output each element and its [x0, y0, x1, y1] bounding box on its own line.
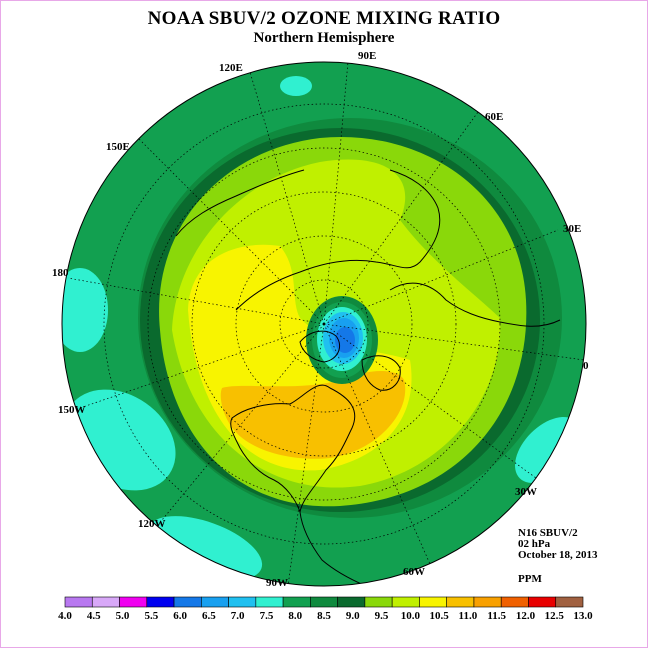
coast-asia [235, 169, 441, 311]
colorbar-tick-label: 10.5 [429, 610, 449, 622]
colorbar-tick-label: 9.5 [374, 610, 389, 622]
parallel-40 [103, 103, 545, 545]
colorbar-swatch [473, 596, 502, 608]
graticule-meridians [67, 62, 585, 586]
patch-7.5-west [62, 268, 108, 352]
colorbar-tick-label: 10.0 [400, 610, 420, 622]
colorbar-tick-label: 4.0 [58, 610, 72, 622]
lon-label-0: 0 [583, 360, 589, 372]
colorbar-tick-label: 7.0 [230, 610, 245, 622]
colorbar-tick-label: 6.0 [173, 610, 187, 622]
colorbar [64, 596, 584, 608]
colorbar-swatch [173, 596, 202, 608]
colorbar-swatch [391, 596, 420, 608]
lon-label-60e: 60E [485, 111, 504, 123]
colorbar-tick-label: 11.5 [487, 610, 506, 622]
instrument-label: N16 SBUV/2 [518, 527, 578, 539]
meridian-180 [67, 277, 325, 325]
lon-label-150e: 150E [106, 141, 130, 153]
patch-7.5-north [280, 76, 312, 96]
lon-label-30e: 30E [563, 223, 582, 235]
map-boundary-circle [61, 61, 587, 587]
colorbar-tick-label: 7.5 [259, 610, 274, 622]
lon-label-90e: 90E [358, 50, 377, 62]
lon-label-150w: 150W [58, 404, 86, 416]
colorbar-swatch [201, 596, 229, 608]
lon-label-30w: 30W [515, 486, 537, 498]
graticule-parallels [103, 103, 545, 545]
map-title: NOAA SBUV/2 OZONE MIXING RATIO [147, 8, 501, 29]
colorbar-swatch [146, 596, 175, 608]
pressure-level-label: 02 hPa [518, 538, 551, 550]
lon-label-180: 180 [52, 267, 69, 279]
map-subtitle: Northern Hemisphere [253, 30, 395, 46]
colorbar-swatch [555, 596, 584, 608]
colorbar-swatch [337, 596, 366, 608]
colorbar-swatch [91, 596, 120, 608]
coast-greenland [361, 355, 401, 391]
colorbar-tick-label: 4.5 [86, 610, 101, 622]
units-label: PPM [518, 573, 542, 585]
band-11.0 [220, 371, 406, 459]
colorbar-tick-label: 5.5 [144, 610, 159, 622]
colorbar-swatch [310, 596, 338, 608]
lon-label-60w: 60W [403, 566, 425, 578]
colorbar-swatch [255, 596, 284, 608]
colorbar-swatch [282, 596, 311, 608]
coast-europe [389, 282, 561, 327]
colorbar-tick-label: 8.0 [288, 610, 303, 622]
parallel-70 [235, 235, 413, 413]
colorbar-tick-label: 12.5 [544, 610, 564, 622]
colorbar-tick-label: 11.0 [458, 610, 478, 622]
ozone-field [62, 62, 586, 586]
date-label: October 18, 2013 [518, 549, 598, 561]
patch-7.5-south [147, 516, 263, 580]
meridian-150w [79, 323, 325, 409]
colorbar-swatch [500, 596, 529, 608]
colorbar-swatch [228, 596, 257, 608]
colorbar-tick-label: 8.5 [317, 610, 331, 622]
coast-east-asia [175, 169, 305, 237]
colorbar-tick-label: 13.0 [573, 610, 593, 622]
colorbar-tick-label: 6.5 [202, 610, 216, 622]
coast-north-america [230, 384, 356, 513]
colorbar-tick-label: 12.0 [515, 610, 536, 622]
parallel-60 [191, 191, 457, 457]
coastlines [175, 169, 561, 586]
meridian-90w [287, 323, 325, 586]
colorbar-swatch [119, 596, 148, 608]
parallel-80 [279, 279, 369, 369]
lon-label-120w: 120W [138, 518, 166, 530]
colorbar-swatch [528, 596, 557, 608]
colorbar-swatch [419, 596, 447, 608]
colorbar-tick-label: 9.0 [345, 610, 360, 622]
colorbar-swatch [64, 596, 93, 608]
colorbar-tick-label: 5.0 [115, 610, 130, 622]
coast-central-america [299, 511, 367, 586]
lon-label-120e: 120E [219, 62, 243, 74]
parallel-50 [147, 147, 501, 501]
colorbar-swatch [446, 596, 475, 608]
lon-label-90w: 90W [266, 577, 288, 589]
coast-arctic-islands [299, 330, 340, 363]
colorbar-swatch [364, 596, 393, 608]
